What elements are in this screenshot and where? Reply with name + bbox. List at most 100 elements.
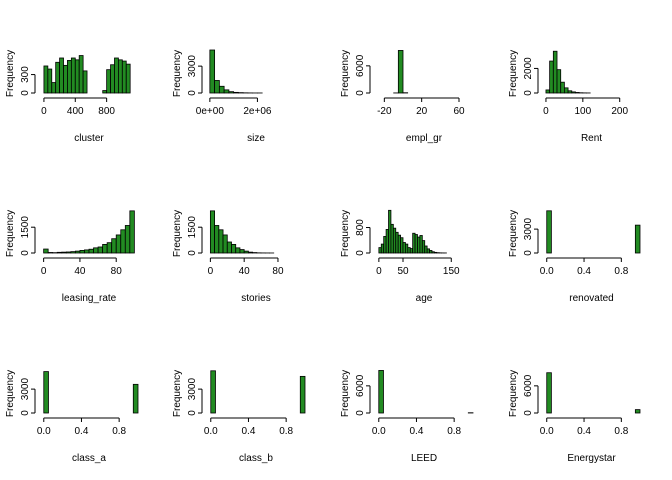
histogram-bar — [218, 85, 225, 94]
y-tick-label: 6000 — [523, 374, 534, 397]
histogram-bar — [70, 251, 76, 254]
histogram-panel-empl_gr: -20 20 60 0 6000 empl_gr Frequency — [340, 50, 465, 144]
histogram-bar — [47, 252, 54, 254]
histogram-bar — [106, 242, 113, 254]
x-tick-label: 100 — [574, 106, 591, 117]
x-axis-title: age — [416, 293, 433, 304]
x-tick-label: 2e+06 — [243, 106, 272, 117]
histogram-bar — [102, 90, 108, 94]
histogram-bar — [567, 90, 573, 94]
y-tick-label: 3000 — [20, 378, 31, 401]
histogram-bar — [546, 210, 552, 254]
y-axis-title: Frequency — [172, 210, 183, 257]
x-tick-label: 0.0 — [204, 426, 218, 437]
histogram-bar — [239, 249, 245, 254]
histogram-bar — [223, 89, 230, 94]
x-tick-label: 40 — [239, 266, 251, 277]
histogram-bar — [571, 91, 576, 94]
histogram-bar — [115, 234, 122, 254]
histogram-bar — [563, 87, 569, 94]
histogram-panel-leed: 0.0 0.4 0.8 0 6000 LEED Frequency — [340, 370, 474, 464]
x-tick-label: 0.0 — [37, 426, 51, 437]
histogram-bar — [47, 68, 53, 94]
histogram-panel-size: 0e+00 2e+06 0 3000 size Frequency — [172, 49, 272, 144]
histogram-bar — [43, 371, 49, 414]
x-tick-label: 20 — [416, 106, 428, 117]
x-axis-title: empl_gr — [406, 133, 443, 144]
x-tick-label: 400 — [67, 106, 84, 117]
x-tick-label: 0.4 — [242, 426, 256, 437]
x-axis-title: LEED — [411, 453, 437, 464]
histogram-bar — [575, 92, 580, 94]
histogram-panel-stories: 0 40 80 0 1500 stories Frequency — [172, 210, 284, 304]
x-tick-label: 0 — [208, 266, 214, 277]
y-axis-title: Frequency — [5, 210, 16, 257]
histogram-bar — [97, 246, 104, 254]
histogram-panel-energystar: 0.0 0.4 0.8 0 6000 Energystar Frequency — [508, 370, 641, 464]
histogram-panel-renovated: 0.0 0.4 0.8 0 3000 renovated Frequency — [508, 210, 641, 304]
x-axis-title: leasing_rate — [62, 293, 117, 304]
x-tick-label: 0.8 — [279, 426, 293, 437]
histogram-bar — [120, 229, 126, 254]
histogram-bar — [132, 383, 139, 414]
histogram-bar — [209, 49, 216, 94]
x-axis-title: class_a — [72, 453, 106, 464]
x-tick-label: 200 — [611, 106, 628, 117]
y-tick-label: 0 — [20, 90, 31, 96]
histogram-panel-age: 0 50 150 0 800 age Frequency — [340, 210, 460, 304]
x-tick-label: 80 — [111, 266, 123, 277]
y-axis-title: Frequency — [172, 50, 183, 97]
y-axis-title: Frequency — [5, 50, 16, 97]
histogram-bar — [243, 250, 249, 254]
histogram-bar — [43, 65, 49, 94]
x-tick-label: 60 — [453, 106, 465, 117]
histogram-bar — [233, 91, 239, 94]
histogram-bar — [51, 82, 57, 94]
histogram-bar — [214, 80, 220, 94]
y-tick-label: 0 — [20, 410, 31, 416]
histogram-bar — [55, 61, 61, 94]
histogram-bar — [218, 229, 224, 254]
histogram-bar — [111, 238, 117, 254]
histogram-bar — [125, 63, 131, 94]
x-tick-label: 0 — [543, 106, 549, 117]
histogram-bar — [110, 64, 115, 94]
y-axis-title: Frequency — [508, 50, 519, 97]
histogram-bar — [74, 250, 81, 254]
y-tick-label: 0 — [187, 410, 198, 416]
histogram-bar — [114, 57, 119, 94]
histogram-bar — [210, 370, 216, 414]
y-tick-label: 1500 — [187, 216, 198, 239]
y-axis-title: Frequency — [172, 370, 183, 417]
y-tick-label: 6000 — [355, 54, 366, 77]
histogram-panel-class_b: 0.0 0.4 0.8 0 3000 class_b Frequency — [172, 370, 306, 464]
y-tick-label: 3000 — [523, 218, 534, 241]
histogram-bar — [552, 50, 558, 94]
x-tick-label: -20 — [377, 106, 392, 117]
histogram-bar — [235, 247, 241, 254]
histogram-bar — [209, 210, 216, 254]
histogram-bar — [129, 210, 135, 254]
x-tick-label: 0.4 — [577, 266, 591, 277]
histogram-panel-class_a: 0.0 0.4 0.8 0 3000 class_a Frequency — [5, 370, 139, 464]
x-tick-label: 0 — [41, 266, 47, 277]
x-tick-label: 0.8 — [112, 426, 126, 437]
histogram-bar — [378, 370, 384, 414]
histogram-bar — [231, 243, 237, 254]
histogram-bar — [118, 59, 123, 94]
y-tick-label: 300 — [20, 66, 31, 83]
y-axis-title: Frequency — [340, 370, 351, 417]
x-tick-label: 0.0 — [372, 426, 386, 437]
histogram-bar — [74, 59, 80, 94]
histogram-bar — [549, 60, 554, 94]
histogram-bar — [65, 251, 72, 254]
x-tick-label: 0 — [41, 106, 47, 117]
x-axis-title: size — [247, 133, 265, 144]
x-tick-label: 0.0 — [540, 266, 554, 277]
x-tick-label: 150 — [443, 266, 460, 277]
histogram-bar — [634, 409, 641, 414]
histogram-bar — [67, 60, 72, 94]
x-tick-label: 0.8 — [614, 266, 628, 277]
